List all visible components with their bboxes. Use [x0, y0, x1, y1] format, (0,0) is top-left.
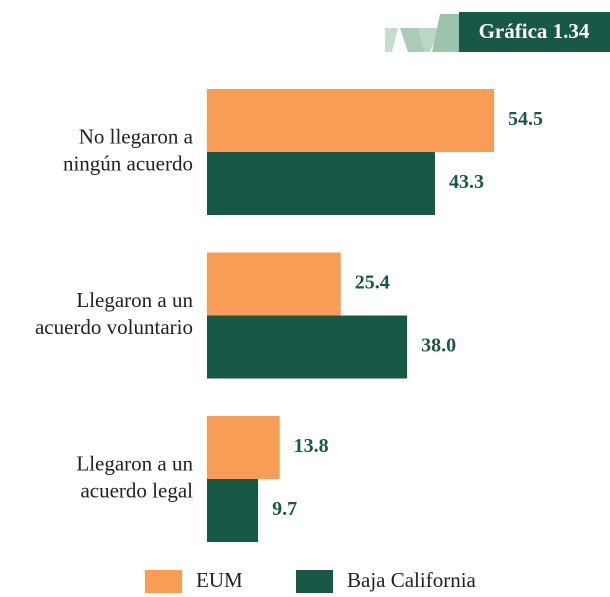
bar [207, 253, 341, 316]
legend-swatch [145, 570, 182, 593]
legend-swatch [296, 570, 333, 593]
bar [207, 416, 280, 479]
value-label: 13.8 [294, 435, 329, 457]
header-icon [385, 14, 459, 52]
bar [207, 316, 407, 379]
chart: Gráfica 1.34 No llegaron aningún acuerdo… [0, 0, 610, 597]
bar [207, 89, 494, 152]
bar [207, 479, 258, 542]
legend-label: Baja California [347, 568, 477, 592]
header-title: Gráfica 1.34 [479, 19, 590, 43]
value-label: 38.0 [421, 335, 456, 357]
value-label: 25.4 [355, 272, 390, 294]
value-label: 9.7 [272, 498, 297, 520]
value-label: 43.3 [449, 171, 484, 193]
value-label: 54.5 [508, 108, 543, 130]
legend-label: EUM [196, 568, 243, 592]
bar [207, 152, 435, 215]
